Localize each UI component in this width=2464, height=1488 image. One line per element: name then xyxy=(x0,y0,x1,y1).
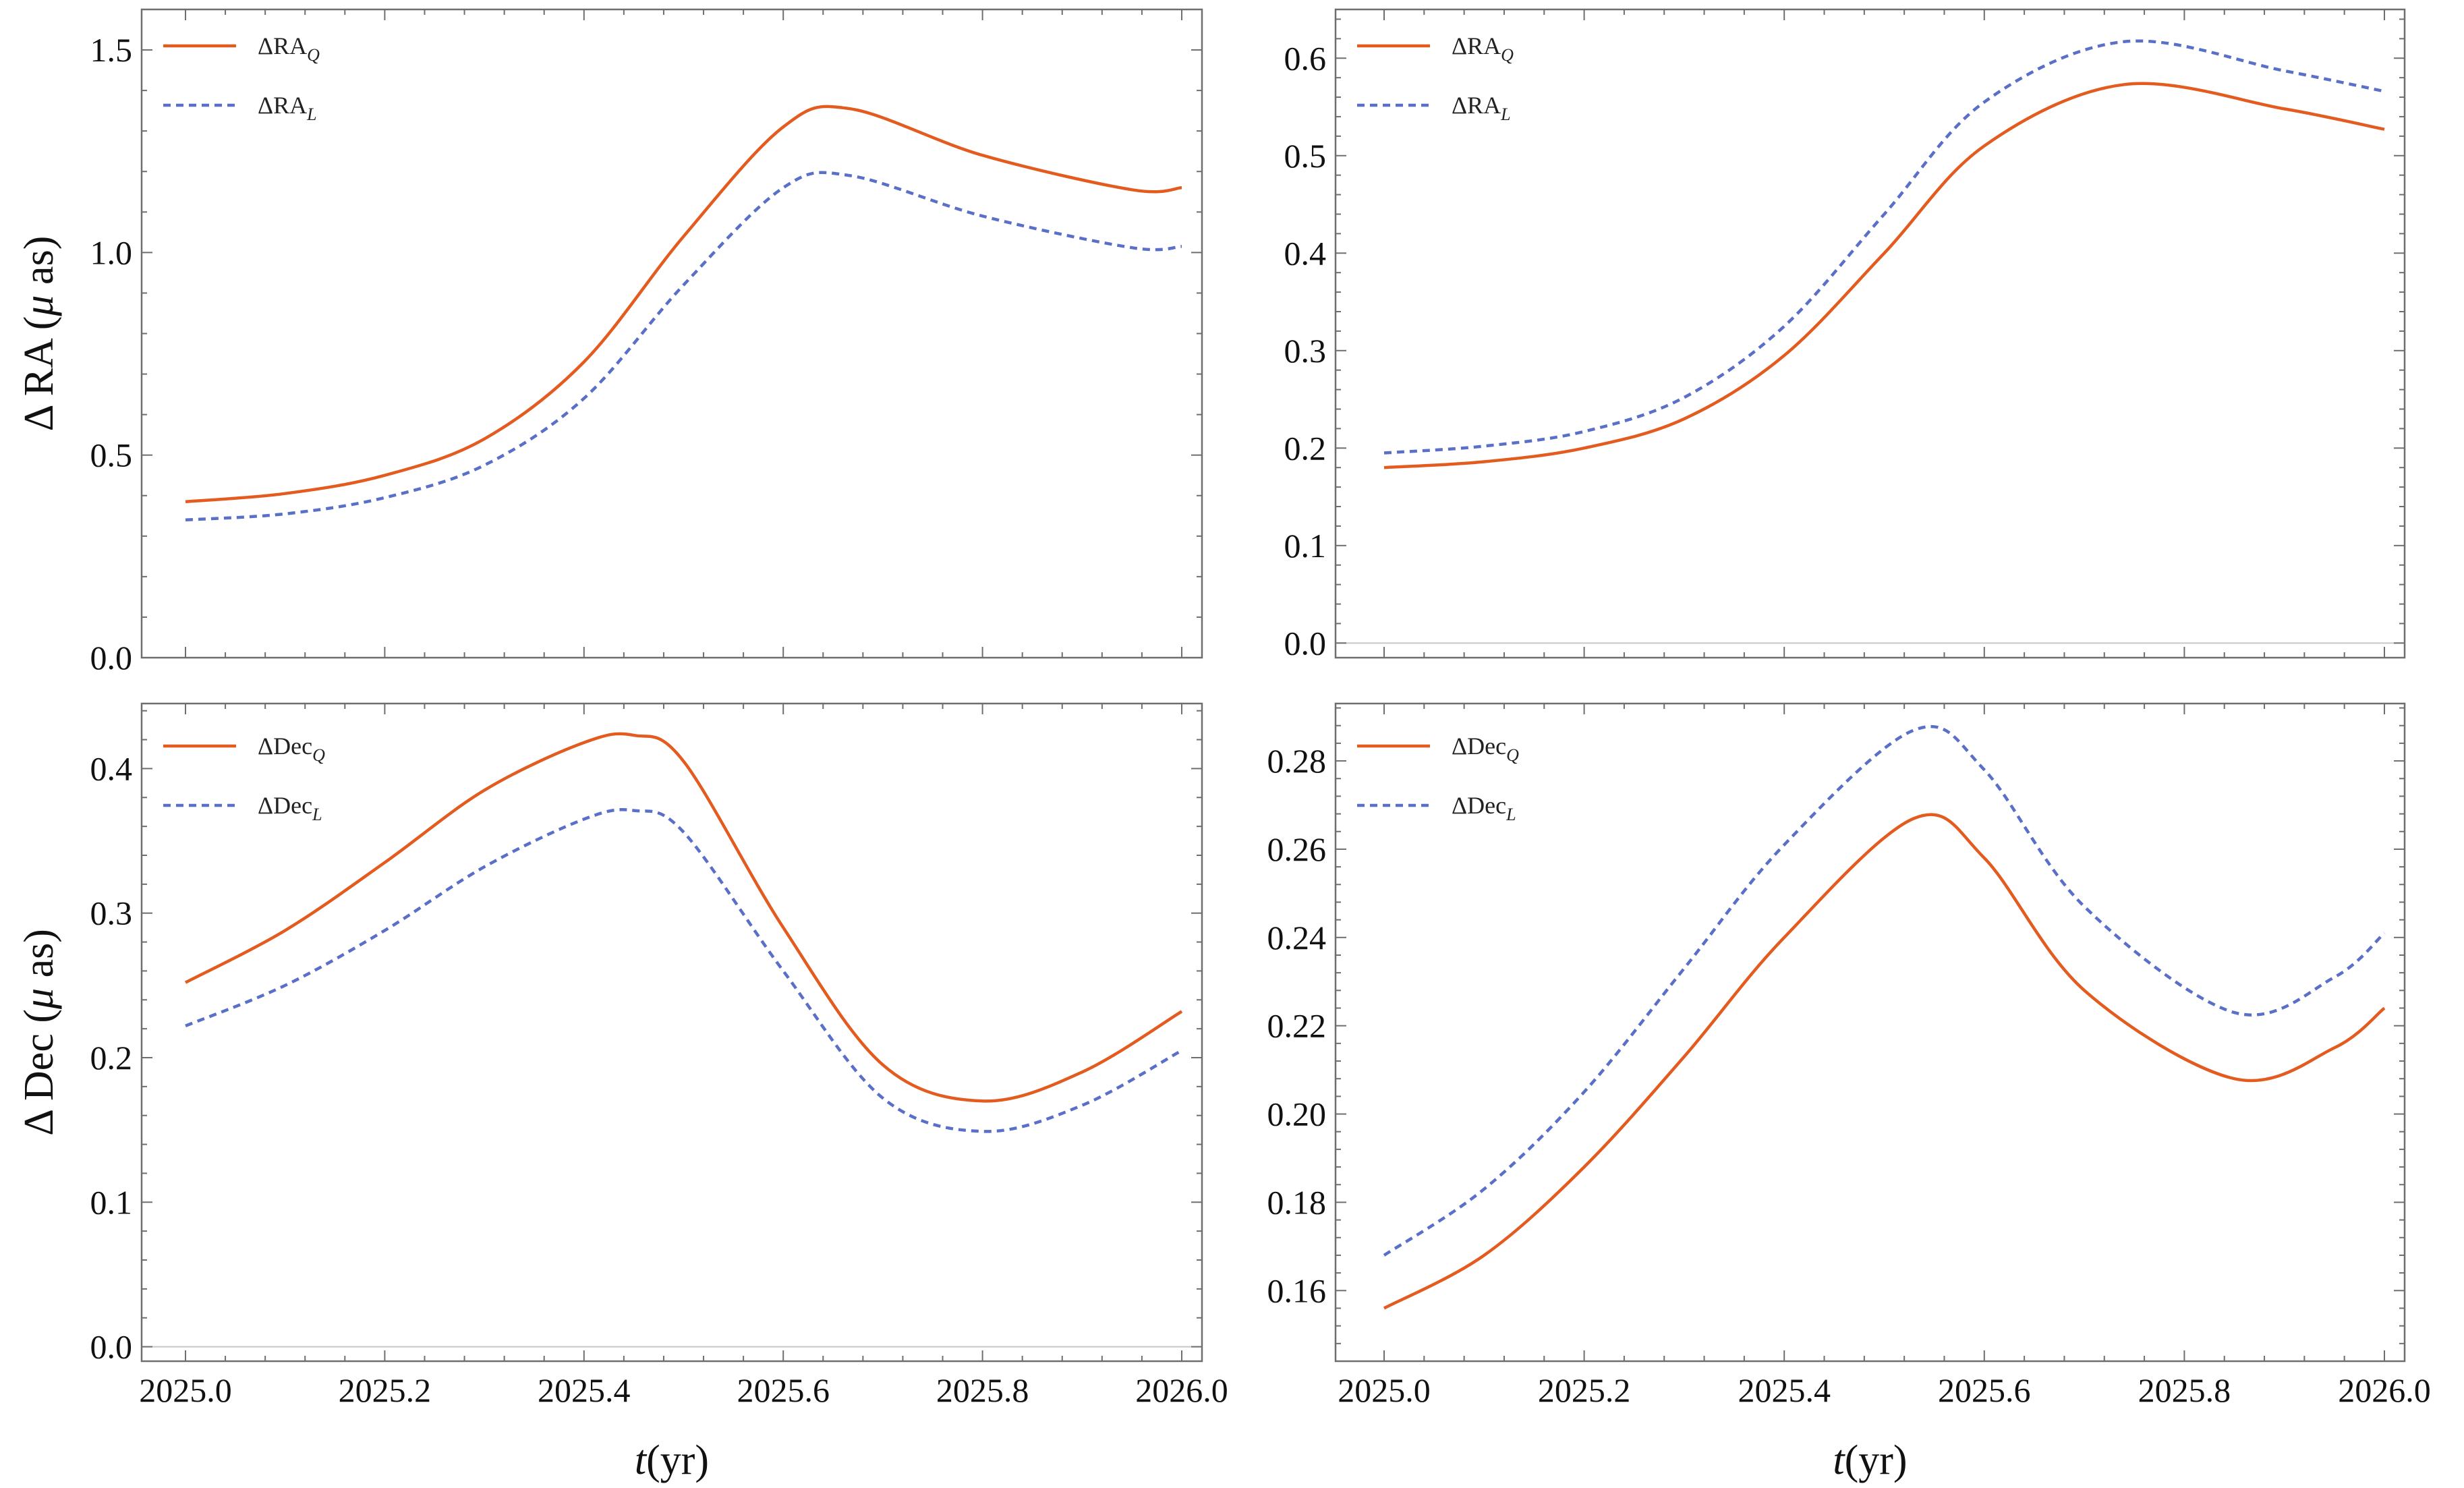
y-tick-label: 0.22 xyxy=(1267,1007,1327,1045)
legend-label-q: ΔRAQ xyxy=(258,32,320,65)
y-tick-label: 0.1 xyxy=(1284,527,1327,565)
series-line-q xyxy=(1383,82,2385,469)
y-axis-title: Δ Dec (μ as) xyxy=(16,929,62,1136)
y-tick-label: 0.1 xyxy=(90,1183,133,1221)
y-tick-label: 0.3 xyxy=(90,894,133,932)
y-tick-label: 0.2 xyxy=(90,1039,133,1077)
y-tick-label: 0.4 xyxy=(1284,234,1327,272)
y-axis-title: Δ RA (μ as) xyxy=(16,236,62,432)
y-tick-label: 0.2 xyxy=(1284,429,1327,467)
legend-label-q: ΔRAQ xyxy=(1452,32,1514,65)
series-line-q xyxy=(185,105,1182,504)
x-tick-label: 2025.4 xyxy=(538,1371,631,1409)
legend-label-q: ΔDecQ xyxy=(1452,733,1519,765)
legend-label-l: ΔDecL xyxy=(258,792,322,824)
plot-frame xyxy=(1334,702,2406,1363)
series-line-l xyxy=(1383,725,2386,1257)
y-tick-label: 0.0 xyxy=(90,639,133,677)
series-line-l xyxy=(1383,39,2385,455)
panel-ra_a: 0.0 0.5 1.0 1.5 ΔRAQ ΔRAL Δ RA (μ as) xyxy=(16,8,1203,677)
legend-label-l: ΔRAL xyxy=(1452,92,1511,124)
y-tick-label: 0.18 xyxy=(1267,1183,1327,1221)
y-tick-label: 1.0 xyxy=(90,233,133,271)
x-tick-label: 2026.0 xyxy=(2338,1371,2431,1409)
x-axis-title: t(yr) xyxy=(635,1437,709,1483)
series-line-q xyxy=(1383,813,2386,1310)
x-tick-label: 2025.4 xyxy=(1738,1371,1831,1409)
legend-label-q: ΔDecQ xyxy=(258,733,325,765)
y-tick-label: 0.5 xyxy=(90,436,133,474)
series-line-l xyxy=(185,808,1183,1133)
x-tick-label: 2025.6 xyxy=(1938,1371,2031,1409)
panel-dec_b: 0.16 0.18 0.20 0.22 0.24 0.26 0.28 2025.0 2025.2… xyxy=(1267,702,2431,1483)
x-tick-label: 2025.0 xyxy=(139,1371,232,1409)
y-tick-label: 0.0 xyxy=(1284,624,1327,662)
legend-label-l: ΔRAL xyxy=(258,92,317,124)
x-tick-label: 2025.8 xyxy=(936,1371,1029,1409)
y-tick-label: 0.6 xyxy=(1284,39,1327,77)
x-tick-label: 2025.2 xyxy=(339,1371,432,1409)
panel-ra_b: 0.0 0.1 0.2 0.3 0.4 0.5 0.6 ΔRAQ ΔRAL xyxy=(1284,8,2406,662)
plot-frame xyxy=(140,702,1203,1363)
series-line-l xyxy=(185,171,1182,522)
series-line-q xyxy=(184,732,1183,1103)
panel-dec_a: 0.0 0.1 0.2 0.3 0.4 2025.0 2025.2 2025.4 2025.6 2… xyxy=(16,702,1228,1483)
y-tick-label: 0.4 xyxy=(90,749,133,787)
y-tick-label: 0.16 xyxy=(1267,1271,1327,1309)
y-tick-label: 0.24 xyxy=(1267,919,1327,956)
y-tick-label: 0.0 xyxy=(90,1328,133,1366)
x-tick-label: 2025.8 xyxy=(2138,1371,2231,1409)
x-tick-label: 2025.0 xyxy=(1338,1371,1431,1409)
x-tick-label: 2025.2 xyxy=(1538,1371,1631,1409)
x-tick-label: 2025.6 xyxy=(737,1371,830,1409)
legend-label-l: ΔDecL xyxy=(1452,792,1516,824)
y-tick-label: 0.26 xyxy=(1267,830,1327,868)
y-tick-label: 1.5 xyxy=(90,31,133,69)
y-tick-label: 0.3 xyxy=(1284,332,1327,370)
y-tick-label: 0.5 xyxy=(1284,137,1327,175)
plot-frame xyxy=(1334,8,2406,659)
y-tick-label: 0.20 xyxy=(1267,1095,1327,1133)
x-tick-label: 2026.0 xyxy=(1135,1371,1228,1409)
y-tick-label: 0.28 xyxy=(1267,742,1327,780)
x-axis-title: t(yr) xyxy=(1833,1437,1907,1483)
